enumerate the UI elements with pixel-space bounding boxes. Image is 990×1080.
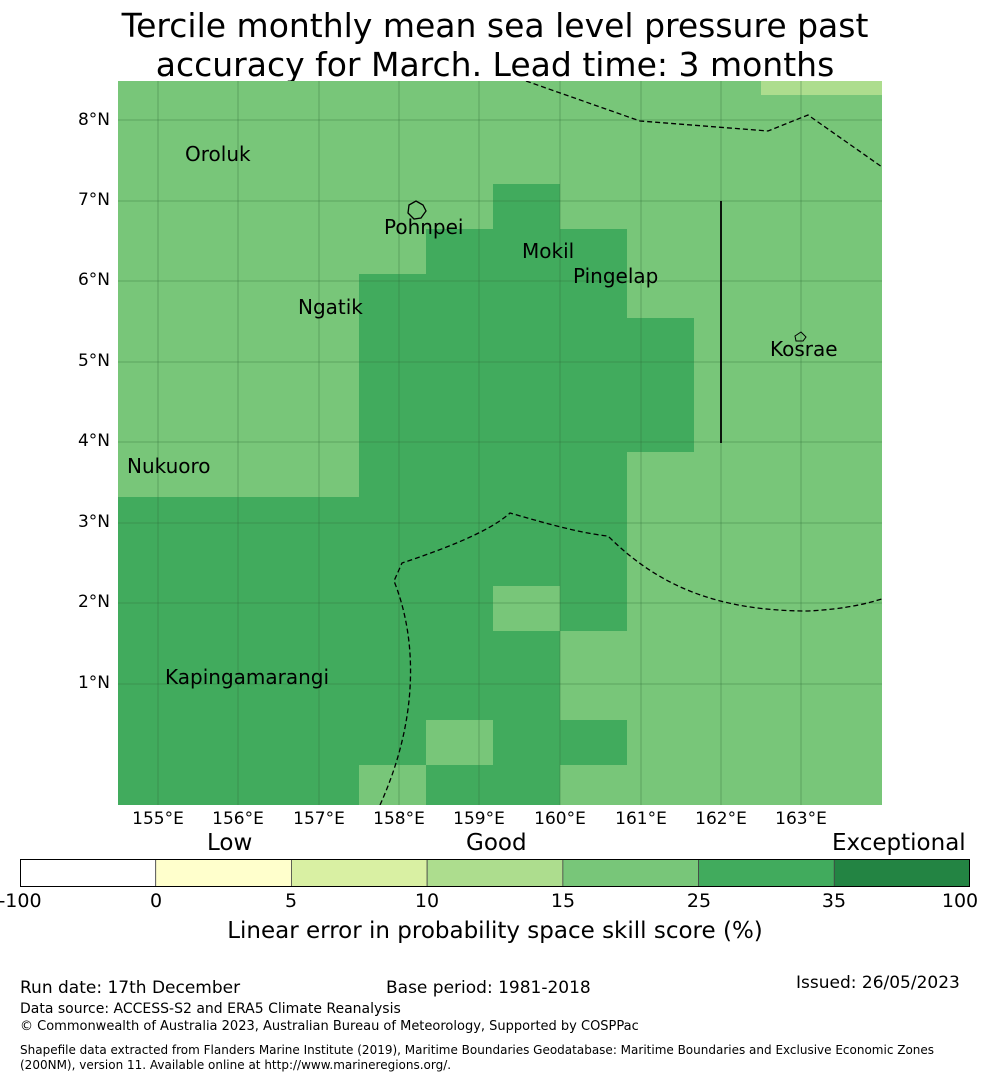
map-cell-light (426, 720, 493, 765)
run-date: Run date: 17th December (20, 978, 241, 998)
place-label-nukuoro: Nukuoro (127, 454, 211, 478)
map-cell-light (761, 81, 882, 95)
lon-label: 155°E (132, 809, 184, 829)
colorbar-segment (426, 859, 564, 887)
lat-label: 2°N (77, 592, 110, 612)
lon-gridlines (157, 81, 802, 805)
legend-category-good: Good (466, 830, 527, 856)
place-label-mokil: Mokil (522, 239, 575, 263)
map-cell-dark (560, 720, 627, 765)
lat-label: 4°N (77, 431, 110, 451)
lon-label: 157°E (293, 809, 345, 829)
place-label-ngatik: Ngatik (298, 295, 363, 319)
colorbar-segment (698, 859, 835, 887)
lat-label: 5°N (77, 351, 110, 371)
kosrae-island-outline (794, 331, 807, 342)
place-label-pohnpei: Pohnpei (384, 215, 464, 239)
colorbar-tick-label: -100 (0, 890, 42, 912)
colorbar-tick-label: 5 (284, 890, 298, 912)
lat-label: 3°N (77, 512, 110, 532)
data-source: Data source: ACCESS-S2 and ERA5 Climate … (20, 1001, 401, 1017)
pohnpei-island-outline (407, 200, 427, 220)
lon-label: 161°E (615, 809, 667, 829)
map-region-high-skill-south (118, 497, 359, 805)
lon-label: 163°E (775, 809, 827, 829)
lon-label: 156°E (212, 809, 264, 829)
colorbar-tick-label: 0 (149, 890, 163, 912)
legend-category-low: Low (207, 830, 253, 856)
eez-boundary-north (525, 81, 882, 168)
colorbar-tick-label: 35 (821, 890, 847, 912)
colorbar-tick-label: 15 (550, 890, 576, 912)
lon-label: 160°E (534, 809, 586, 829)
colorbar-tick-label: 10 (414, 890, 440, 912)
colorbar-border (20, 859, 970, 887)
colorbar-segment (20, 859, 157, 887)
base-period: Base period: 1981-2018 (386, 978, 591, 998)
issued-date: Issued: 26/05/2023 (796, 973, 960, 993)
map-cell-light (359, 765, 426, 805)
lat-label: 7°N (77, 190, 110, 210)
lat-label: 8°N (77, 110, 110, 130)
chart-title: Tercile monthly mean sea level pressure … (0, 6, 990, 84)
colorbar-tick-label: 100 (941, 890, 979, 912)
title-line-2: accuracy for March. Lead time: 3 months (155, 45, 835, 84)
skill-map (118, 81, 882, 805)
colorbar-segment (562, 859, 699, 887)
lon-label: 158°E (373, 809, 425, 829)
lat-gridlines (118, 119, 882, 685)
eez-boundaries (379, 81, 882, 805)
shapefile-credit-line-1: Shapefile data extracted from Flanders M… (20, 1043, 935, 1057)
colorbar-segment (833, 859, 970, 887)
eez-boundary-south (379, 512, 882, 805)
lon-label: 159°E (453, 809, 505, 829)
colorbar-title: Linear error in probability space skill … (227, 918, 763, 944)
place-label-pingelap: Pingelap (573, 264, 659, 288)
shapefile-credit-line-2: (200NM), version 11. Available online at… (20, 1058, 452, 1072)
lon-label: 162°E (695, 809, 747, 829)
place-label-oroluk: Oroluk (185, 142, 251, 166)
colorbar-tick-label: 25 (686, 890, 712, 912)
map-region-high-skill (118, 184, 694, 805)
colorbar-segment (291, 859, 428, 887)
lat-label: 1°N (77, 673, 110, 693)
legend-category-exceptional: Exceptional (832, 830, 966, 856)
place-label-kosrae: Kosrae (770, 337, 838, 361)
place-label-kapingamarangi: Kapingamarangi (165, 665, 330, 689)
colorbar-segment (155, 859, 292, 887)
map-cell-light (493, 586, 560, 631)
lat-label: 6°N (77, 270, 110, 290)
colorbar (20, 859, 970, 887)
title-line-1: Tercile monthly mean sea level pressure … (121, 6, 869, 45)
copyright: © Commonwealth of Australia 2023, Austra… (20, 1019, 639, 1034)
